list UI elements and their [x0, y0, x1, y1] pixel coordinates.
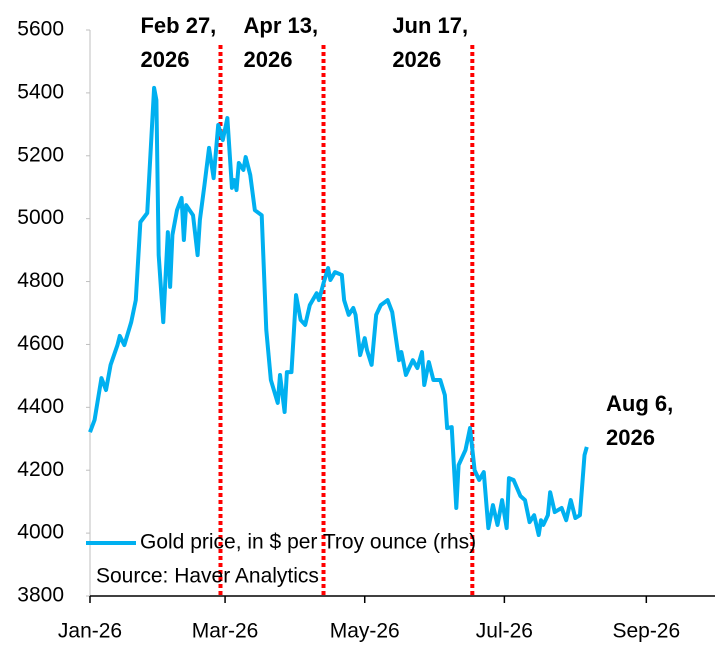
y-tick-label: 5600: [17, 18, 64, 41]
y-tick-label: 4200: [17, 458, 64, 481]
end-label: Aug 6,: [606, 391, 673, 416]
event-label: Feb 27,: [140, 13, 216, 38]
data-line: [88, 85, 589, 537]
x-tick-label: Jan-26: [58, 620, 122, 643]
y-tick-label: 4400: [17, 395, 64, 418]
x-tick-label: Jul-26: [476, 620, 533, 643]
y-tick-label: 4800: [17, 269, 64, 292]
y-tick-label: 4600: [17, 332, 64, 355]
x-tick-label: May-26: [330, 620, 400, 643]
event-label: 2026: [392, 47, 441, 72]
y-tick-label: 3800: [17, 584, 64, 607]
event-label: Jun 17,: [392, 13, 468, 38]
y-tick-label: 5400: [17, 80, 64, 103]
x-tick-label: Mar-26: [192, 620, 259, 643]
y-tick-label: 4000: [17, 521, 64, 544]
event-label: Apr 13,: [244, 13, 319, 38]
y-tick-label: 5200: [17, 143, 64, 166]
end-label: 2026: [606, 425, 655, 450]
legend-label: Gold price, in $ per Troy ounce (rhs): [140, 531, 476, 554]
x-tick-label: Sep-26: [612, 620, 680, 643]
event-label: 2026: [140, 47, 189, 72]
event-label: 2026: [244, 47, 293, 72]
source: Source: Haver Analytics: [96, 565, 319, 588]
y-tick-label: 5000: [17, 206, 64, 229]
